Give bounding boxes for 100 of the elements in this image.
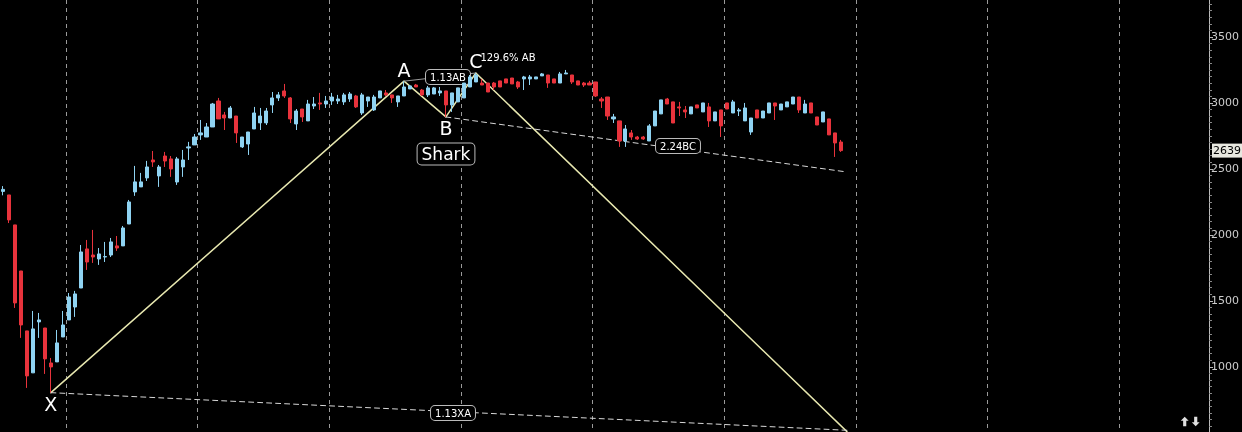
candlestick	[617, 120, 622, 148]
candlestick	[540, 72, 544, 77]
annotation: 2639	[1213, 144, 1241, 158]
candlestick	[91, 229, 95, 264]
candlestick	[516, 80, 520, 90]
candlestick	[827, 118, 831, 136]
candlestick	[755, 109, 759, 119]
candlestick	[468, 74, 472, 88]
y-tick-label: 1000	[1211, 360, 1240, 374]
data-label: B	[439, 117, 453, 140]
candlestick	[390, 94, 394, 104]
annotation: 1.13AB	[430, 71, 467, 83]
candlestick	[623, 124, 627, 148]
data-label: X	[44, 393, 58, 416]
candlestick	[713, 111, 717, 122]
candlestick	[270, 91, 274, 114]
data-label: A	[397, 58, 411, 81]
candlestick	[635, 135, 639, 141]
annotation: 2.24BC	[660, 140, 696, 152]
candlestick	[839, 139, 843, 153]
candlestick	[546, 74, 550, 89]
candlestick	[103, 241, 107, 263]
candlestick	[797, 96, 801, 114]
candlestick	[677, 101, 681, 117]
candlestick	[282, 83, 286, 99]
candlestick	[151, 150, 155, 168]
y-tick-label: 1500	[1211, 294, 1240, 308]
candlestick	[504, 78, 508, 84]
candlestick	[49, 357, 53, 394]
candlestick	[186, 141, 191, 161]
candlestick	[157, 164, 161, 188]
candlestick	[803, 99, 807, 114]
candlestick	[432, 86, 436, 95]
candlestick	[324, 95, 328, 109]
candlestick	[234, 115, 238, 144]
candlestick	[659, 99, 663, 115]
candlestick	[318, 92, 322, 111]
candlestick	[492, 81, 496, 91]
candlestick	[719, 109, 723, 138]
candlestick	[246, 131, 250, 156]
candlestick	[384, 89, 388, 97]
candlestick	[815, 116, 819, 126]
candlestick	[7, 194, 11, 224]
candlestick	[19, 270, 23, 339]
annotation: 1.13XA	[435, 407, 472, 419]
candlestick	[330, 92, 334, 106]
candlestick	[25, 330, 29, 389]
y-tick-label: 3000	[1211, 96, 1240, 110]
candlestick	[288, 96, 292, 124]
candlestick	[695, 104, 699, 109]
y-tick-label: 3500	[1211, 30, 1240, 44]
candlestick	[408, 84, 412, 90]
candlestick	[252, 106, 256, 130]
candlestick	[641, 135, 645, 141]
candlestick	[749, 117, 753, 136]
candlestick	[79, 244, 83, 289]
candlestick	[115, 235, 119, 252]
candlestick	[570, 74, 574, 85]
candlestick	[611, 113, 616, 124]
candlestick	[348, 91, 352, 103]
candlestick	[767, 102, 771, 114]
candlestick	[127, 199, 131, 225]
candlestick	[73, 290, 77, 318]
candlestick	[37, 312, 41, 339]
candlestick	[689, 106, 693, 115]
candlestick	[402, 80, 406, 97]
candlestick	[264, 107, 268, 126]
candlestick	[743, 102, 747, 122]
candlestick	[121, 225, 125, 247]
candlestick	[510, 77, 514, 85]
candlestick	[450, 92, 454, 113]
candlestick	[372, 94, 376, 112]
candlestick	[145, 160, 149, 182]
candlestick	[576, 80, 580, 86]
candlestick	[552, 78, 556, 84]
candlestick	[528, 74, 532, 86]
y-tick-label: 2500	[1211, 162, 1240, 176]
candlestick	[366, 96, 370, 108]
y-tick-label: 2000	[1211, 228, 1240, 242]
candlestick	[773, 102, 777, 121]
candlestick	[31, 310, 35, 374]
candlestick	[109, 237, 113, 258]
candlestick	[665, 97, 669, 105]
candlestick	[360, 92, 364, 116]
candlestick	[779, 103, 783, 111]
candlestick	[354, 94, 358, 109]
candlestick	[438, 86, 442, 97]
candlestick	[67, 292, 71, 321]
candlestick	[444, 90, 448, 118]
candlestick	[300, 108, 304, 123]
candlestick	[647, 123, 651, 142]
candlestick	[480, 78, 484, 86]
candlestick	[683, 105, 687, 119]
candlestick	[181, 149, 185, 178]
candlestick	[701, 102, 705, 113]
candlestick	[85, 239, 89, 271]
candlestick	[420, 88, 424, 97]
candlestick	[378, 90, 382, 99]
candlestick	[785, 101, 789, 108]
candlestick	[462, 82, 466, 99]
